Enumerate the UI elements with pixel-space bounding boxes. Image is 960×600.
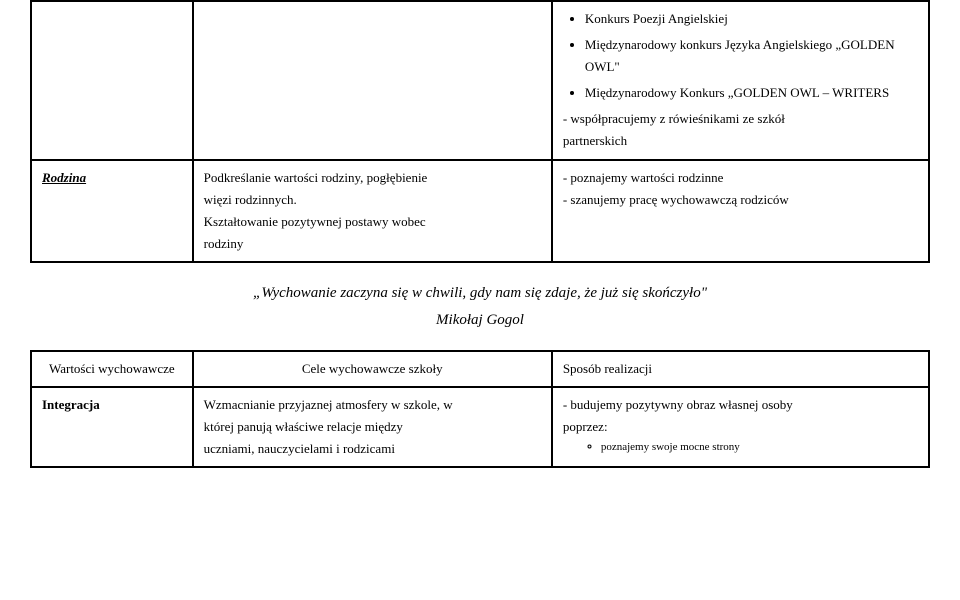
cell-empty-2: [193, 1, 552, 160]
text-line: Kształtowanie pozytywnej postawy wobec: [204, 211, 541, 233]
list-item: Konkurs Poezji Angielskiej: [585, 8, 918, 30]
table-row: Integracja Wzmacnianie przyjaznej atmosf…: [31, 387, 929, 467]
text-line: uczniami, nauczycielami i rodzicami: [204, 438, 541, 460]
bullet-list: Konkurs Poezji Angielskiej Międzynarodow…: [563, 8, 918, 104]
cell-integracja: Integracja: [31, 387, 193, 467]
table-row: Rodzina Podkreślanie wartości rodziny, p…: [31, 160, 929, 262]
text-line: poprzez:: [563, 416, 918, 438]
cell-rodzina-values: - poznajemy wartości rodzinne - szanujem…: [552, 160, 929, 262]
list-item: Międzynarodowy Konkurs „GOLDEN OWL – WRI…: [585, 82, 918, 104]
table-top: Konkurs Poezji Angielskiej Międzynarodow…: [30, 0, 930, 263]
text-line: - budujemy pozytywny obraz własnej osoby: [563, 394, 918, 416]
text-line: - poznajemy wartości rodzinne: [563, 167, 918, 189]
table-bottom: Wartości wychowawcze Cele wychowawcze sz…: [30, 350, 930, 468]
table-header-row: Wartości wychowawcze Cele wychowawcze sz…: [31, 351, 929, 387]
header-cell-2: Cele wychowawcze szkoły: [193, 351, 552, 387]
list-item: Międzynarodowy konkurs Języka Angielskie…: [585, 34, 918, 78]
cell-integracja-desc: Wzmacnianie przyjaznej atmosfery w szkol…: [193, 387, 552, 467]
cell-integracja-values: - budujemy pozytywny obraz własnej osoby…: [552, 387, 929, 467]
text-line: partnerskich: [563, 130, 918, 152]
sub-bullet-list: poznajemy swoje mocne strony: [563, 438, 918, 457]
header-cell-1: Wartości wychowawcze: [31, 351, 193, 387]
text-line: - współpracujemy z rówieśnikami ze szkół: [563, 108, 918, 130]
text-line: której panują właściwe relacje między: [204, 416, 541, 438]
table-row: Konkurs Poezji Angielskiej Międzynarodow…: [31, 1, 929, 160]
cell-rodzina: Rodzina: [31, 160, 193, 262]
header-cell-3: Sposób realizacji: [552, 351, 929, 387]
text-line: Wzmacnianie przyjaznej atmosfery w szkol…: [204, 394, 541, 416]
cell-empty-1: [31, 1, 193, 160]
text-line: rodziny: [204, 233, 541, 255]
text-line: Podkreślanie wartości rodziny, pogłębien…: [204, 167, 541, 189]
quote-block: „Wychowanie zaczyna się w chwili, gdy na…: [30, 281, 930, 334]
cell-rodzina-desc: Podkreślanie wartości rodziny, pogłębien…: [193, 160, 552, 262]
text-line: więzi rodzinnych.: [204, 189, 541, 211]
quote-author: Mikołaj Gogol: [30, 308, 930, 334]
list-item: poznajemy swoje mocne strony: [601, 438, 918, 457]
quote-text: „Wychowanie zaczyna się w chwili, gdy na…: [30, 281, 930, 307]
cell-bullets: Konkurs Poezji Angielskiej Międzynarodow…: [552, 1, 929, 160]
text-line: - szanujemy pracę wychowawczą rodziców: [563, 189, 918, 211]
